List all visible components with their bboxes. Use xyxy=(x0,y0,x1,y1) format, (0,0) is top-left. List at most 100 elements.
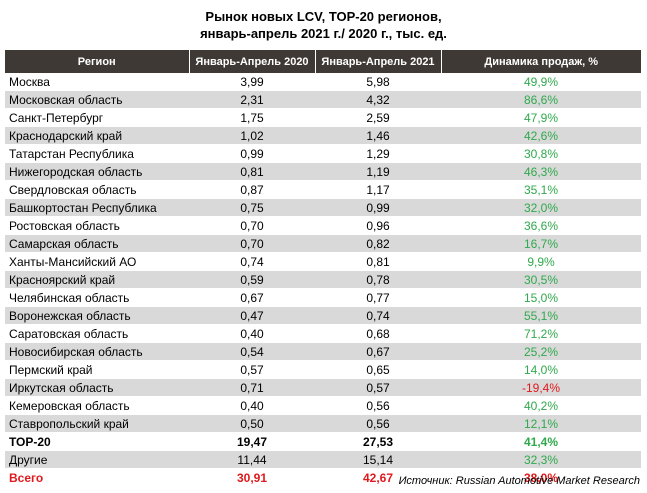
cell-region: Кемеровская область xyxy=(5,396,189,415)
title-line-2: январь-апрель 2021 г./ 2020 г., тыс. ед. xyxy=(200,26,447,41)
cell-2021: 0,57 xyxy=(315,378,441,397)
cell-dynamics: 25,2% xyxy=(441,342,641,361)
lcv-regions-table: Регион Январь-Апрель 2020 Январь-Апрель … xyxy=(5,50,641,487)
header-dynamics: Динамика продаж, % xyxy=(441,50,641,73)
cell-region: Другие xyxy=(5,450,189,469)
cell-region: Москва xyxy=(5,73,189,91)
cell-2021: 0,56 xyxy=(315,396,441,415)
table-row: Ханты-Мансийский АО 0,74 0,81 9,9% xyxy=(5,252,641,271)
cell-region: Самарская область xyxy=(5,234,189,253)
cell-2020: 0,67 xyxy=(189,288,315,307)
table-row: Кемеровская область 0,40 0,56 40,2% xyxy=(5,396,641,415)
cell-dynamics: 30,5% xyxy=(441,270,641,289)
cell-region: Саратовская область xyxy=(5,324,189,343)
table-row: Татарстан Республика 0,99 1,29 30,8% xyxy=(5,144,641,163)
table-body: Москва 3,99 5,98 49,9% Московская область 2,3… xyxy=(5,73,641,487)
cell-2020: 0,54 xyxy=(189,342,315,361)
cell-2020: 2,31 xyxy=(189,90,315,109)
others-row: Другие 11,44 15,14 32,3% xyxy=(5,450,641,469)
source-note: Источник: Russian Automotive Market Rese… xyxy=(398,475,640,487)
cell-dynamics: -19,4% xyxy=(441,378,641,397)
table-row: Самарская область 0,70 0,82 16,7% xyxy=(5,234,641,253)
cell-2020: 19,47 xyxy=(189,432,315,451)
cell-2021: 1,19 xyxy=(315,162,441,181)
cell-dynamics: 32,0% xyxy=(441,198,641,217)
cell-region: ТОР-20 xyxy=(5,432,189,451)
cell-2021: 0,78 xyxy=(315,270,441,289)
cell-2020: 0,40 xyxy=(189,324,315,343)
table-row: Иркутская область 0,71 0,57 -19,4% xyxy=(5,378,641,397)
cell-region: Новосибирская область xyxy=(5,342,189,361)
cell-2021: 0,74 xyxy=(315,306,441,325)
cell-2021: 4,32 xyxy=(315,90,441,109)
cell-2020: 1,75 xyxy=(189,108,315,127)
cell-dynamics: 15,0% xyxy=(441,288,641,307)
cell-2020: 0,81 xyxy=(189,162,315,181)
cell-dynamics: 14,0% xyxy=(441,360,641,379)
cell-dynamics: 36,6% xyxy=(441,216,641,235)
cell-2021: 0,56 xyxy=(315,414,441,433)
cell-region: Нижегородская область xyxy=(5,162,189,181)
cell-2021: 1,46 xyxy=(315,126,441,145)
cell-dynamics: 42,6% xyxy=(441,126,641,145)
cell-2021: 0,65 xyxy=(315,360,441,379)
cell-2020: 0,50 xyxy=(189,414,315,433)
cell-2021: 2,59 xyxy=(315,108,441,127)
cell-dynamics: 41,4% xyxy=(441,432,641,451)
cell-2021: 5,98 xyxy=(315,73,441,91)
cell-2020: 0,99 xyxy=(189,144,315,163)
table-row: Новосибирская область 0,54 0,67 25,2% xyxy=(5,342,641,361)
cell-2021: 0,77 xyxy=(315,288,441,307)
cell-2021: 0,68 xyxy=(315,324,441,343)
table-row: Нижегородская область 0,81 1,19 46,3% xyxy=(5,162,641,181)
cell-dynamics: 46,3% xyxy=(441,162,641,181)
cell-region: Татарстан Республика xyxy=(5,144,189,163)
cell-region: Воронежская область xyxy=(5,306,189,325)
table-row: Свердловская область 0,87 1,17 35,1% xyxy=(5,180,641,199)
cell-2020: 0,70 xyxy=(189,216,315,235)
cell-2021: 1,29 xyxy=(315,144,441,163)
cell-2020: 11,44 xyxy=(189,450,315,469)
cell-region: Пермский край xyxy=(5,360,189,379)
total-row: Всего 30,91 42,67 38,0% xyxy=(5,468,641,487)
cell-region: Санкт-Петербург xyxy=(5,108,189,127)
cell-2021: 0,67 xyxy=(315,342,441,361)
cell-2020: 30,91 xyxy=(189,468,315,487)
cell-2020: 3,99 xyxy=(189,73,315,91)
cell-2020: 0,70 xyxy=(189,234,315,253)
cell-dynamics: 40,2% xyxy=(441,396,641,415)
table-row: Красноярский край 0,59 0,78 30,5% xyxy=(5,270,641,289)
cell-region: Иркутская область xyxy=(5,378,189,397)
cell-region: Челябинская область xyxy=(5,288,189,307)
header-region: Регион xyxy=(5,50,190,73)
cell-region: Ханты-Мансийский АО xyxy=(5,252,189,271)
cell-dynamics: 38,0% xyxy=(441,468,641,487)
title-line-1: Рынок новых LCV, ТОР-20 регионов, xyxy=(205,9,442,24)
cell-2021: 1,17 xyxy=(315,180,441,199)
report-title: Рынок новых LCV, ТОР-20 регионов, январь… xyxy=(0,8,647,42)
cell-region: Краснодарский край xyxy=(5,126,189,145)
top20-row: ТОР-20 19,47 27,53 41,4% xyxy=(5,432,641,451)
cell-dynamics: 71,2% xyxy=(441,324,641,343)
table-row: Санкт-Петербург 1,75 2,59 47,9% xyxy=(5,108,641,127)
cell-region: Ростовская область xyxy=(5,216,189,235)
cell-2021: 0,81 xyxy=(315,252,441,271)
cell-2020: 0,75 xyxy=(189,198,315,217)
cell-2020: 0,40 xyxy=(189,396,315,415)
cell-dynamics: 47,9% xyxy=(441,108,641,127)
cell-2020: 0,47 xyxy=(189,306,315,325)
cell-dynamics: 86,6% xyxy=(441,90,641,109)
cell-dynamics: 32,3% xyxy=(441,450,641,469)
table-row: Челябинская область 0,67 0,77 15,0% xyxy=(5,288,641,307)
cell-2021: 0,96 xyxy=(315,216,441,235)
table-row: Ставропольский край 0,50 0,56 12,1% xyxy=(5,414,641,433)
table-row: Саратовская область 0,40 0,68 71,2% xyxy=(5,324,641,343)
cell-2021: 42,67 xyxy=(315,468,441,487)
table-row: Пермский край 0,57 0,65 14,0% xyxy=(5,360,641,379)
cell-region: Свердловская область xyxy=(5,180,189,199)
table-row: Краснодарский край 1,02 1,46 42,6% xyxy=(5,126,641,145)
cell-region: Башкортостан Республика xyxy=(5,198,189,217)
cell-2021: 15,14 xyxy=(315,450,441,469)
cell-dynamics: 9,9% xyxy=(441,252,641,271)
